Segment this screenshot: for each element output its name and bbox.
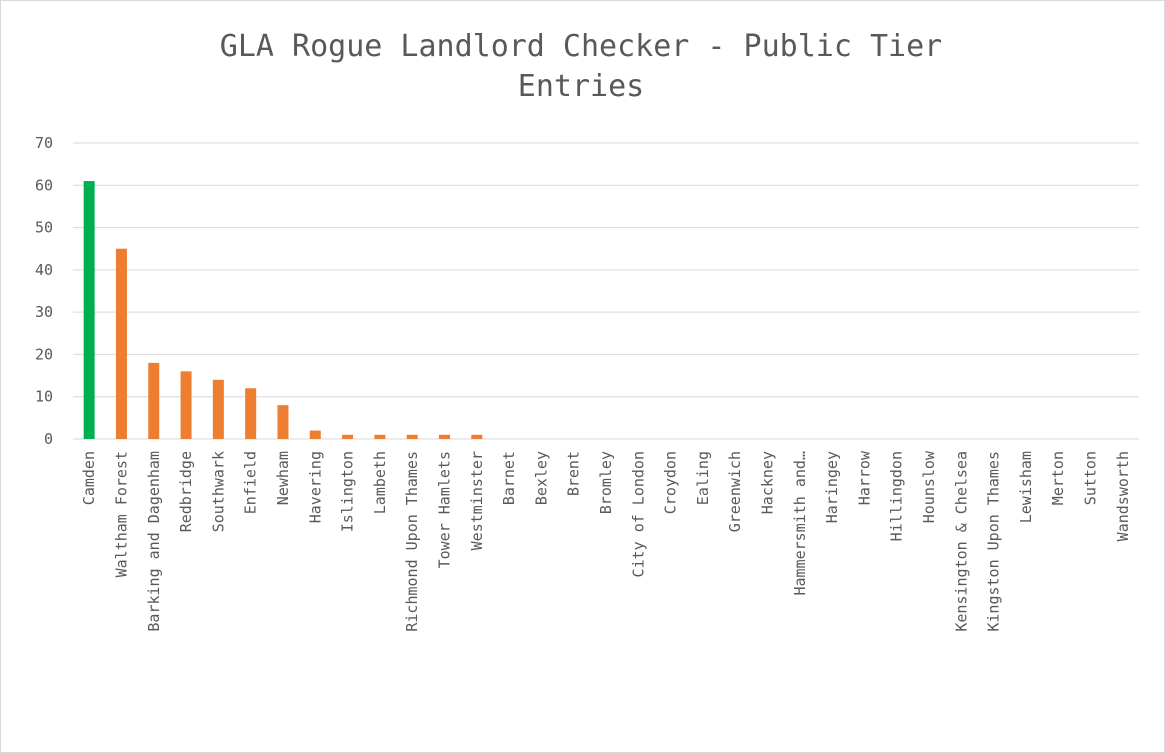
x-tick-label: Newham	[274, 451, 292, 505]
bar	[309, 430, 321, 439]
x-tick-label: Kingston Upon Thames	[985, 451, 1003, 632]
x-tick-label: Bexley	[532, 451, 550, 505]
x-axis-labels: Camden Waltham Forest Barking and Dagenham…	[80, 450, 1132, 632]
x-tick-label: Southwark	[209, 451, 227, 532]
x-tick-label: Brent	[565, 451, 583, 496]
x-tick-label: Wandsworth	[1114, 451, 1132, 541]
x-tick-label: Enfield	[242, 451, 260, 514]
y-tick-label: 50	[35, 219, 53, 237]
bar	[245, 388, 257, 439]
x-tick-label: Richmond Upon Thames	[403, 451, 421, 632]
x-tick-label: Hounslow	[920, 450, 938, 523]
bar	[180, 371, 192, 439]
y-tick-label: 10	[35, 388, 53, 406]
x-tick-label: Greenwich	[726, 451, 744, 532]
x-tick-label: Westminster	[468, 451, 486, 550]
y-tick-label: 70	[35, 134, 53, 152]
x-tick-label: Hammersmith and…	[791, 451, 809, 596]
x-tick-label: Ealing	[694, 451, 712, 505]
bar	[406, 434, 418, 439]
y-tick-label: 60	[35, 176, 53, 194]
x-tick-label: Barking and Dagenham	[145, 451, 163, 632]
x-tick-label: Hillingdon	[888, 451, 906, 541]
bar	[212, 379, 224, 439]
x-tick-label: Redbridge	[177, 451, 195, 532]
bar	[438, 434, 450, 439]
x-tick-label: Hackney	[759, 451, 777, 514]
bar	[115, 248, 127, 439]
x-tick-label: Kensington & Chelsea	[952, 451, 970, 632]
bar	[471, 434, 483, 439]
y-tick-label: 40	[35, 261, 53, 279]
x-tick-label: Havering	[306, 451, 324, 523]
y-tick-label: 0	[44, 430, 53, 448]
x-tick-label: Lambeth	[371, 451, 389, 514]
x-tick-label: Barnet	[500, 451, 518, 505]
bars	[83, 181, 483, 440]
bar	[83, 181, 95, 440]
x-tick-label: Sutton	[1082, 451, 1100, 505]
x-tick-label: Lewisham	[1017, 451, 1035, 523]
bar	[342, 434, 354, 439]
x-tick-label: Bromley	[597, 451, 615, 514]
y-axis-ticks: 0 10 20 30 40 50 60 70	[35, 134, 53, 448]
x-tick-label: City of London	[629, 451, 647, 577]
y-tick-label: 20	[35, 345, 53, 363]
y-tick-label: 30	[35, 303, 53, 321]
x-tick-label: Harrow	[855, 450, 873, 505]
x-tick-label: Camden	[80, 451, 98, 505]
x-tick-label: Tower Hamlets	[435, 451, 453, 568]
x-tick-label: Haringey	[823, 451, 841, 523]
bar	[277, 405, 289, 439]
bar	[148, 362, 160, 439]
x-tick-label: Waltham Forest	[112, 451, 130, 577]
x-tick-label: Islington	[339, 451, 357, 532]
chart-title: GLA Rogue Landlord Checker - Public Tier…	[219, 29, 943, 104]
x-tick-label: Merton	[1049, 451, 1067, 505]
gridlines	[73, 142, 1139, 440]
bar	[374, 434, 386, 439]
x-tick-label: Croydon	[662, 451, 680, 514]
